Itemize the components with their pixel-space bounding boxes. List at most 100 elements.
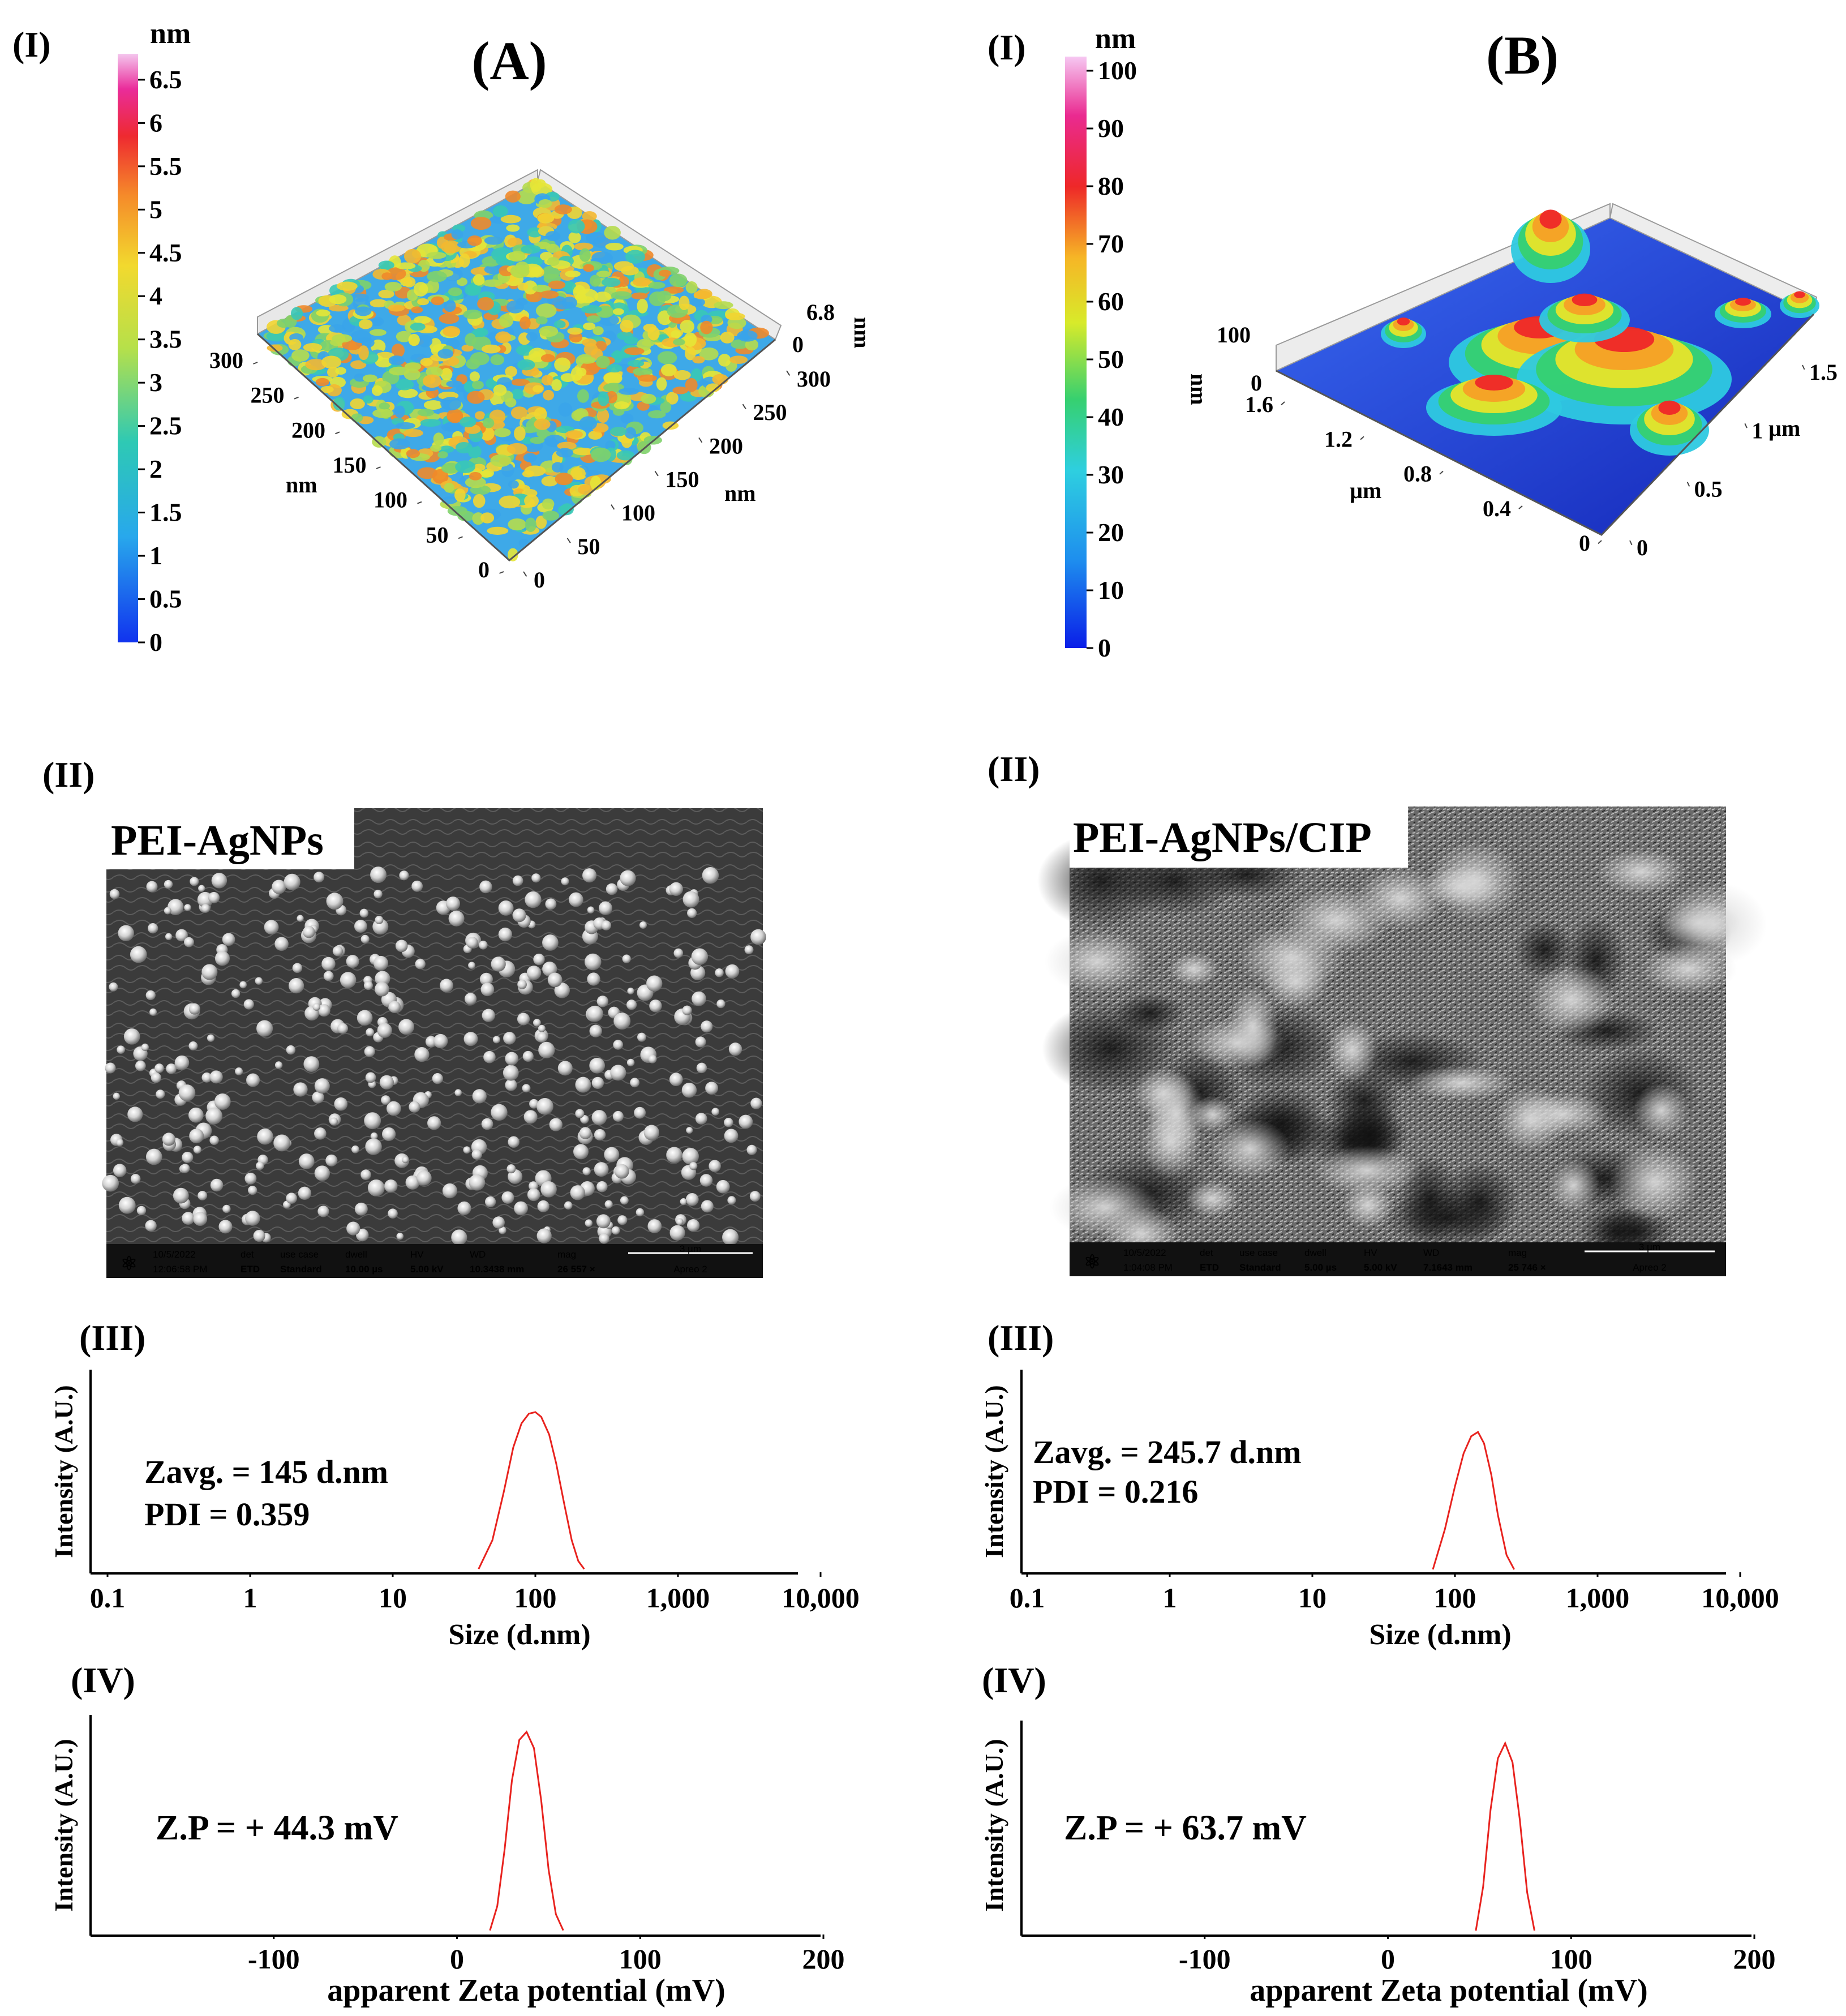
afm-surface-b bbox=[1276, 203, 1819, 536]
afm-axis-tick: 0.5 bbox=[1694, 477, 1723, 502]
dls-pdi-a: PDI = 0.359 bbox=[144, 1496, 310, 1533]
afm-axis-tick: 0.8 bbox=[1403, 461, 1432, 487]
zeta-b: (IV) Intensity (A.U.) Z.P = + 63.7 mV -1… bbox=[980, 1660, 1776, 2008]
zeta-ticks-b: -100 0 100 200 bbox=[1179, 1934, 1776, 1975]
zeta-curve-b bbox=[1475, 1741, 1535, 1931]
dls-xlabel-b: Size (d.nm) bbox=[1369, 1619, 1511, 1651]
colorbar-unit-a: nm bbox=[150, 18, 191, 50]
zeta-tick: 200 bbox=[1733, 1943, 1776, 1975]
dls-tick: 1,000 bbox=[1566, 1582, 1630, 1614]
zeta-tick: 100 bbox=[1550, 1943, 1592, 1975]
dls-tick: 100 bbox=[1434, 1582, 1476, 1614]
colorbar-tick: 20 bbox=[1098, 518, 1124, 547]
afm-axis-tick: 200 bbox=[709, 433, 743, 458]
colorbar-tick: 90 bbox=[1098, 114, 1124, 143]
afm-axis-tick: 1 bbox=[1751, 418, 1763, 443]
dls-tick: 0.1 bbox=[1010, 1582, 1045, 1614]
dls-curve-a bbox=[478, 1411, 585, 1570]
sem-det-b: ETD bbox=[1200, 1262, 1219, 1273]
colorbar-tick: 40 bbox=[1098, 402, 1124, 431]
colorbar-tick: 6 bbox=[149, 108, 162, 137]
sem-particles-a bbox=[102, 867, 766, 1246]
dls-ylabel-a: Intensity (A.U.) bbox=[49, 1385, 78, 1558]
afm-axis-tick: 150 bbox=[666, 467, 699, 492]
sem-databar-b: 10/5/2022 1:04:08 PM det ETD use case St… bbox=[1070, 1242, 1726, 1276]
dls-tick: 1,000 bbox=[646, 1582, 710, 1614]
dls-tick: 100 bbox=[514, 1582, 557, 1614]
sem-date-b: 10/5/2022 bbox=[1123, 1247, 1166, 1258]
sem-dwell-a: 10.00 µs bbox=[345, 1264, 383, 1275]
sem-b: (II) PEI-AgNPs/CIP 10/5/2022 1:04:08 PM … bbox=[988, 749, 1767, 1276]
dls-xlabel-a: Size (d.nm) bbox=[448, 1619, 590, 1651]
colorbar-tick: 60 bbox=[1098, 287, 1124, 316]
sem-databar-a: 10/5/2022 12:06:58 PM det ETD use case S… bbox=[106, 1243, 763, 1278]
colorbar-tick: 0 bbox=[1098, 633, 1111, 662]
sem-wd-b: 7.1643 mm bbox=[1423, 1262, 1472, 1273]
colorbar-tick: 0.5 bbox=[149, 585, 182, 614]
dls-tick: 10 bbox=[379, 1582, 407, 1614]
sem-date-a: 10/5/2022 bbox=[153, 1249, 196, 1260]
sem-label-a: (II) bbox=[42, 754, 95, 795]
zeta-value-a: Z.P = + 44.3 mV bbox=[156, 1809, 398, 1847]
sem-mag-header-b: mag bbox=[1508, 1247, 1527, 1258]
afm-axis-tick: 50 bbox=[578, 534, 600, 559]
dls-pdi-b: PDI = 0.216 bbox=[1033, 1473, 1198, 1510]
panel-a: (A) (I) nm 00.511.522.533.544.555.566.5 … bbox=[12, 18, 875, 2008]
colorbar-ticks-b: 0 10 20 30 40 50 60 70 80 90 100 bbox=[1087, 56, 1137, 662]
dls-a: (III) Intensity (A.U.) Zavg. = 145 d.nm … bbox=[49, 1318, 860, 1651]
afm-axis-tick: 300 bbox=[209, 348, 243, 373]
sem-wd-header-b: WD bbox=[1423, 1247, 1439, 1258]
sem-a: (II) PEI-AgNPs 10/5/2022 12:06:58 PM det… bbox=[42, 754, 766, 1278]
colorbar-tick: 2 bbox=[149, 454, 162, 483]
sem-scale-b: 3 µm bbox=[1639, 1242, 1660, 1253]
dls-ticks-a: 0.1 1 10 100 1,000 10,000 bbox=[90, 1572, 860, 1614]
dls-ylabel-b: Intensity (A.U.) bbox=[980, 1385, 1008, 1558]
sem-title-a: PEI-AgNPs bbox=[111, 817, 324, 864]
colorbar-tick: 4 bbox=[149, 281, 162, 310]
zeta-tick: 0 bbox=[1381, 1943, 1395, 1975]
zeta-tick: -100 bbox=[1179, 1943, 1231, 1975]
left-axis-unit-b: µm bbox=[1350, 478, 1381, 503]
afm-axis-tick: 0 bbox=[1579, 530, 1590, 556]
dls-zavg-a: Zavg. = 145 d.nm bbox=[144, 1453, 388, 1490]
zeta-xlabel-b: apparent Zeta potential (mV) bbox=[1250, 1973, 1648, 2008]
z-bottom-a: 0 bbox=[792, 332, 804, 357]
afm-surface-a bbox=[256, 169, 782, 561]
dls-tick: 1 bbox=[243, 1582, 257, 1614]
colorbar-tick: 6.5 bbox=[149, 65, 182, 94]
afm-axis-tick: 300 bbox=[797, 366, 831, 392]
afm-axis-tick: 100 bbox=[621, 500, 655, 526]
dls-ticks-b: 0.1 1 10 100 1,000 10,000 bbox=[1010, 1572, 1779, 1614]
colorbar-tick: 1 bbox=[149, 541, 162, 570]
sem-usecase-header-b: use case bbox=[1239, 1247, 1278, 1258]
afm-axis-tick: 0 bbox=[1637, 535, 1648, 560]
sem-label-b: (II) bbox=[988, 749, 1040, 789]
afm-right-axis-b: 0 0.5 1 1.5 bbox=[1629, 359, 1838, 560]
dls-tick: 10 bbox=[1298, 1582, 1326, 1614]
afm-axis-tick: 150 bbox=[333, 452, 367, 478]
sem-det-a: ETD bbox=[241, 1264, 260, 1275]
colorbar-tick: 50 bbox=[1098, 345, 1124, 374]
zeta-ticks-a: -100 0 100 200 bbox=[248, 1934, 845, 1975]
sem-instrument-a: Apreo 2 bbox=[673, 1264, 707, 1275]
colorbar-tick: 0 bbox=[149, 628, 162, 657]
zeta-xlabel-a: apparent Zeta potential (mV) bbox=[327, 1973, 725, 2008]
dls-label-b: (III) bbox=[988, 1318, 1054, 1358]
afm-left-axis-b: 1.6 1.2 0.8 0.4 0 bbox=[1245, 392, 1602, 556]
sem-usecase-b: Standard bbox=[1239, 1262, 1281, 1273]
colorbar-tick: 5.5 bbox=[149, 152, 182, 181]
z-bottom-b: 0 bbox=[1251, 370, 1262, 396]
sem-dwell-b: 5.00 µs bbox=[1304, 1262, 1337, 1273]
dls-label-a: (III) bbox=[79, 1318, 145, 1358]
dls-zavg-b: Zavg. = 245.7 d.nm bbox=[1033, 1434, 1302, 1470]
afm-label-a: (I) bbox=[12, 24, 51, 65]
afm-axis-tick: 0 bbox=[534, 567, 545, 593]
colorbar-tick: 3.5 bbox=[149, 325, 182, 354]
colorbar-tick: 100 bbox=[1098, 56, 1137, 85]
dls-tick: 10,000 bbox=[782, 1582, 860, 1614]
afm-axis-tick: 250 bbox=[753, 400, 787, 425]
sem-title-b: PEI-AgNPs/CIP bbox=[1073, 814, 1372, 861]
dls-tick: 0.1 bbox=[90, 1582, 126, 1614]
